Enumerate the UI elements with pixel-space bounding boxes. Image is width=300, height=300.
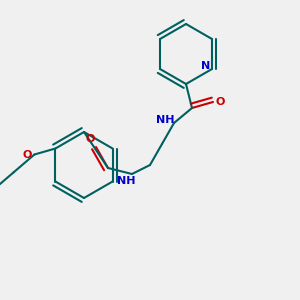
Text: NH: NH <box>156 115 174 125</box>
Text: O: O <box>85 134 95 145</box>
Text: N: N <box>201 61 211 71</box>
Text: O: O <box>22 149 32 160</box>
Text: O: O <box>216 97 225 107</box>
Text: NH: NH <box>117 176 135 187</box>
